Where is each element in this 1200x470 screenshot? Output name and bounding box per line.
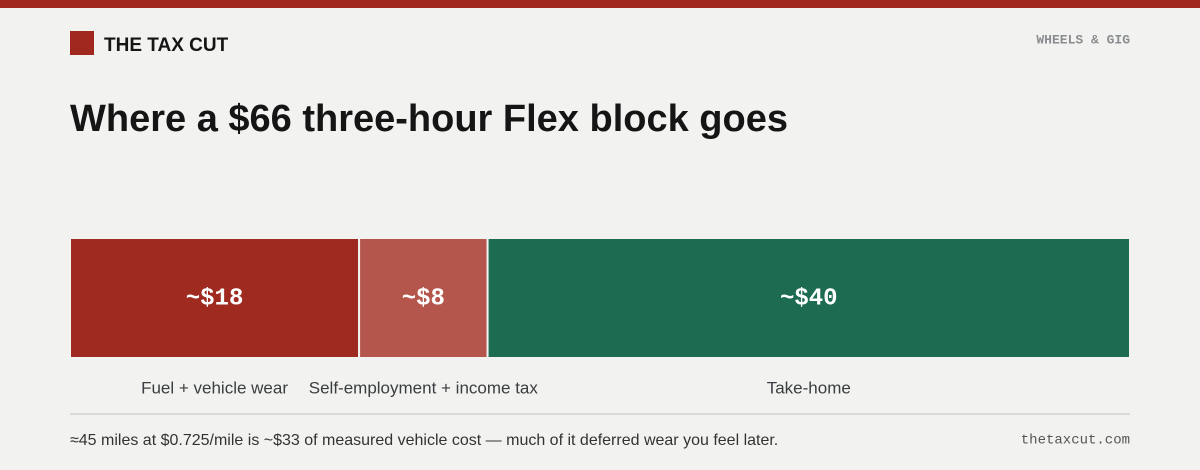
chart-title: Where a $66 three-hour Flex block goes (70, 98, 788, 140)
category-label: Take-home (767, 378, 851, 397)
bar-segment (486, 237, 1131, 359)
category-label: Fuel + vehicle wear (141, 378, 288, 397)
top-stripe (0, 0, 1200, 8)
value-label: ~$40 (780, 285, 838, 312)
bar-segment (358, 237, 489, 359)
value-label: ~$18 (186, 285, 244, 312)
brand-mark (70, 31, 94, 55)
footnote: ≈45 miles at $0.725/mile is ~$33 of meas… (70, 432, 778, 449)
brand: THE TAX CUT (104, 35, 229, 56)
site: thetaxcut.com (1021, 433, 1130, 449)
category-label: Self-employment + income tax (309, 378, 539, 397)
bar-segment (69, 237, 361, 359)
value-label: ~$8 (402, 285, 445, 312)
section: WHEELS & GIG (1036, 32, 1130, 47)
